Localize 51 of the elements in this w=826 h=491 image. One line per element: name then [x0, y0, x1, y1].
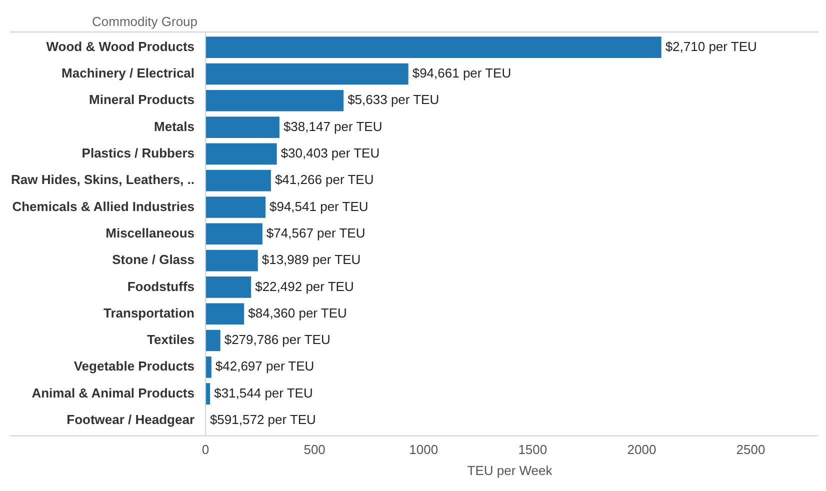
y-tick-label: Metals: [154, 118, 195, 134]
y-tick-label: Plastics / Rubbers: [82, 146, 195, 161]
bar: [206, 250, 258, 272]
x-tick-label: 0: [202, 442, 210, 458]
y-tick-label: Raw Hides, Skins, Leathers, ..: [10, 172, 195, 188]
bar: [206, 116, 280, 138]
annotation: $42,697 per TEU: [215, 358, 314, 374]
bar: [206, 90, 344, 112]
annotation: $591,572 per TEU: [210, 412, 316, 428]
x-tick-label: 1000: [409, 442, 438, 458]
y-tick-label: Footwear / Headgear: [66, 412, 195, 428]
annotation: $94,541 per TEU: [269, 198, 368, 214]
annotation: $30,403 per TEU: [280, 146, 380, 161]
x-tick-label: 500: [304, 442, 326, 458]
annotation: $74,567 per TEU: [266, 225, 366, 240]
y-axis-title: Commodity Group: [92, 14, 198, 30]
bar: [206, 36, 662, 58]
annotation: $13,989 per TEU: [262, 252, 361, 268]
bar: [206, 356, 212, 378]
y-tick-label: Machinery / Electrical: [62, 66, 195, 81]
annotation: $41,266 per TEU: [274, 172, 374, 188]
y-tick-label: Animal & Animal Products: [32, 385, 195, 400]
annotation: $5,633 per TEU: [348, 92, 440, 108]
y-tick-label: Wood & Wood Products: [46, 38, 195, 54]
y-tick-label: Foodstuffs: [127, 278, 195, 294]
annotation: $279,786 per TEU: [224, 332, 330, 348]
annotation: $84,360 per TEU: [248, 305, 347, 320]
y-tick-label: Vegetable Products: [74, 358, 195, 374]
y-tick-label: Mineral Products: [89, 92, 195, 108]
annotation: $38,147 per TEU: [283, 118, 382, 134]
y-tick-label: Transportation: [103, 305, 195, 320]
annotation: $22,492 per TEU: [255, 278, 354, 294]
annotation: $31,544 per TEU: [214, 385, 313, 400]
bar: [206, 330, 220, 352]
y-tick-label: Chemicals & Allied Industries: [12, 198, 195, 214]
x-tick-label: 1500: [518, 442, 548, 458]
x-tick-label: 2000: [627, 442, 656, 458]
annotation: $2,710 per TEU: [665, 38, 757, 54]
y-tick-label: Textiles: [147, 332, 195, 348]
x-axis-title: TEU per Week: [467, 462, 553, 478]
bar: [206, 170, 271, 192]
bar: [206, 223, 262, 245]
y-tick-label: Miscellaneous: [106, 225, 195, 240]
bar: [206, 276, 252, 298]
bar: [206, 143, 277, 165]
bar: [206, 63, 408, 85]
annotation: $94,661 per TEU: [412, 66, 512, 81]
bar: [206, 196, 266, 218]
x-tick-label: 2500: [736, 442, 766, 458]
bar: [206, 303, 244, 325]
y-tick-label: Stone / Glass: [112, 252, 195, 268]
